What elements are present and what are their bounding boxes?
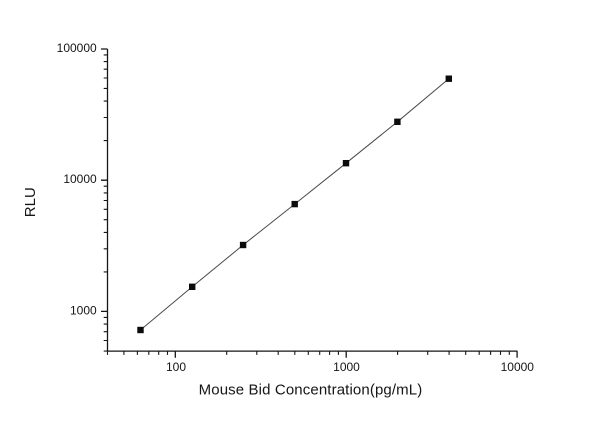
svg-text:RLU: RLU	[22, 187, 39, 217]
svg-text:1000: 1000	[333, 360, 360, 374]
svg-text:1000: 1000	[70, 303, 97, 317]
svg-text:10000: 10000	[501, 360, 535, 374]
svg-text:Mouse Bid Concentration(pg/mL): Mouse Bid Concentration(pg/mL)	[199, 382, 423, 399]
svg-text:100000: 100000	[57, 41, 97, 55]
svg-text:100: 100	[166, 360, 186, 374]
svg-text:10000: 10000	[63, 172, 97, 186]
